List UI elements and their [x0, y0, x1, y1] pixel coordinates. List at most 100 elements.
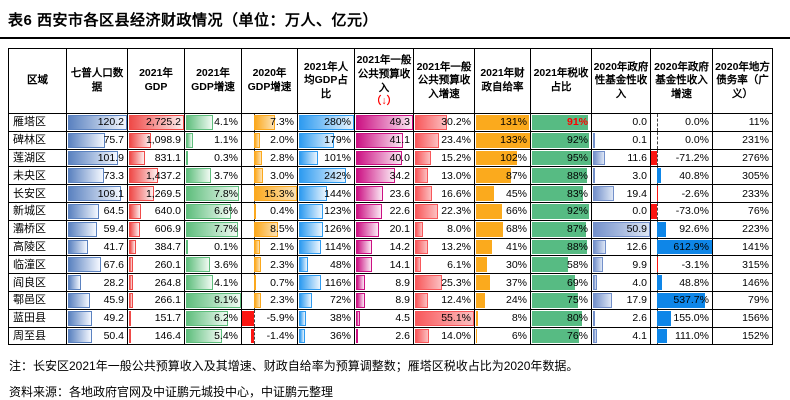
- data-bar-pcgdp: [299, 115, 354, 130]
- cell-debt: 152%: [712, 326, 773, 346]
- data-bar-gdp: [129, 292, 134, 308]
- cell-g21: 4.1%: [184, 113, 242, 132]
- cell-g20: 2.3%: [241, 255, 298, 275]
- cell-value: 8.5%: [270, 223, 294, 236]
- cell-value: 68%: [505, 223, 527, 236]
- cell-value: 55.1%: [441, 312, 471, 325]
- cell-value: 8.0%: [447, 223, 471, 236]
- cell-debt: 305%: [712, 166, 773, 186]
- table-row: 新城区 64.5 640.0 6.6% 0.4% 123% 22.6 22.3% 66% 92% 0…: [8, 201, 773, 221]
- column-header-label: 2021年财政自给率: [480, 67, 525, 93]
- region-name: 周至县: [13, 329, 46, 342]
- cell-gdp: 606.9: [127, 219, 185, 239]
- cell-value: 72%: [329, 294, 351, 307]
- cell-value: 13.0%: [441, 169, 471, 182]
- data-bar-pop: [68, 292, 90, 308]
- cell-gdp: 266.1: [127, 290, 185, 310]
- cell-g21: 6.6%: [184, 201, 242, 221]
- cell-g20: -5.9%: [241, 308, 298, 328]
- data-bar-fundg: [657, 310, 672, 326]
- zero-axis-line: [657, 114, 659, 131]
- cell-gdp: 1,098.9: [127, 130, 185, 150]
- column-header-debt: 2020年地方债务率（广义）: [712, 48, 773, 114]
- data-bar-fundg: [657, 239, 712, 255]
- cell-value: 276%: [742, 151, 769, 164]
- cell-g21: 4.1%: [184, 273, 242, 292]
- cell-debt: 146%: [712, 273, 773, 292]
- cell-value: 14.2: [389, 240, 410, 253]
- data-bar-pcgdp: [299, 168, 347, 184]
- cell-revg: 16.6%: [413, 184, 475, 203]
- column-header-label: 区域: [27, 74, 48, 87]
- cell-rev: 49.3: [354, 113, 414, 132]
- cell-g20: 8.5%: [241, 219, 298, 239]
- cell-debt: 11%: [712, 113, 773, 132]
- region-name: 高陵区: [13, 240, 46, 253]
- data-bar-tax: [532, 275, 575, 290]
- data-bar-pop: [68, 132, 105, 148]
- table-row: 灞桥区 59.4 606.9 7.7% 8.5% 126% 20.1 8.0% 68% 87% 50…: [8, 219, 773, 239]
- cell-fundg: -3.1%: [650, 255, 713, 275]
- zero-axis-line: [254, 328, 256, 344]
- cell-value: 4.1%: [214, 276, 238, 289]
- cell-value: 260.1: [154, 258, 181, 271]
- decline-arrow-annotation: （↓）: [370, 95, 398, 108]
- cell-self: 8%: [474, 308, 531, 328]
- data-bar-self: [476, 150, 518, 166]
- cell-fundg: 40.8%: [650, 166, 713, 186]
- cell-value: 141%: [742, 240, 769, 253]
- cell-fundg: -73.0%: [650, 201, 713, 221]
- data-bar-fund: [593, 257, 604, 273]
- cell-g20: 2.3%: [241, 290, 298, 310]
- cell-tax: 76%: [530, 326, 592, 346]
- cell-gdp: 146.4: [127, 326, 185, 346]
- cell-rev: 34.2: [354, 166, 414, 186]
- data-bar-gdp: [129, 115, 184, 130]
- cell-rev: 20.1: [354, 219, 414, 239]
- cell-rev: 2.6: [354, 326, 414, 346]
- data-bar-rev: [356, 328, 359, 344]
- cell-fund: 50.9: [591, 219, 651, 239]
- data-bar-self: [476, 186, 494, 201]
- table-source: 资料来源：各地政府官网及中证鹏元城投中心，中证鹏元整理: [9, 385, 334, 400]
- data-bar-pcgdp: [299, 186, 327, 201]
- data-bar-g20: [254, 203, 257, 219]
- cell-value: 114%: [324, 240, 351, 253]
- cell-value: 45.9: [103, 294, 124, 307]
- data-bar-g21: [186, 292, 241, 308]
- data-bar-self: [476, 115, 530, 130]
- cell-self: 133%: [474, 130, 531, 150]
- region-name: 灞桥区: [13, 223, 46, 236]
- data-bar-fund: [593, 275, 597, 290]
- cell-value: 0.4%: [270, 205, 294, 218]
- cell-value: 75.7: [103, 134, 124, 147]
- data-bar-g20: [254, 115, 275, 130]
- data-bar-fund: [593, 186, 615, 201]
- cell-value: 14.1: [389, 258, 410, 271]
- cell-self: 66%: [474, 201, 531, 221]
- zero-axis-line: [657, 203, 659, 220]
- data-bar-fundg: [657, 292, 706, 308]
- cell-tax: 92%: [530, 130, 592, 150]
- region-name: 雁塔区: [13, 116, 46, 129]
- column-header-region: 区域: [8, 48, 67, 114]
- data-bar-g21: [186, 239, 188, 255]
- cell-value: 120.2: [97, 116, 124, 129]
- cell-value: 41.7: [103, 240, 124, 253]
- zero-axis-line: [657, 132, 659, 149]
- cell-fund: 19.4: [591, 184, 651, 203]
- data-bar-g20: [254, 168, 263, 184]
- data-bar-g20: [251, 328, 255, 344]
- cell-value: 88%: [566, 240, 588, 253]
- cell-rev: 14.1: [354, 255, 414, 275]
- data-bar-g20: [254, 275, 257, 290]
- cell-pop: 64.5: [66, 201, 128, 221]
- cell-value: 92%: [566, 205, 588, 218]
- cell-g20: 0.7%: [241, 273, 298, 292]
- cell-fundg: 155.0%: [650, 308, 713, 328]
- data-bar-revg: [415, 132, 440, 148]
- data-bar-g21: [186, 310, 228, 326]
- cell-value: 280%: [324, 116, 351, 129]
- data-bar-gdp: [129, 328, 131, 344]
- column-header-revg: 2021年一般公共预算收入增速: [413, 48, 475, 114]
